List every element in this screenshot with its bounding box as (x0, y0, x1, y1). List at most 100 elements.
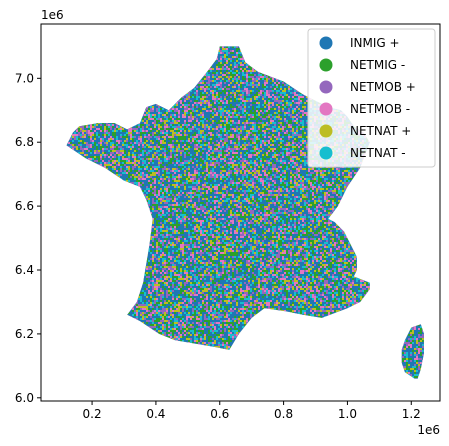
map-region (196, 90, 198, 92)
map-region (234, 72, 236, 74)
map-region (206, 84, 208, 86)
map-region (282, 88, 284, 90)
map-region (224, 78, 226, 80)
map-region (262, 80, 264, 82)
map-region (280, 80, 282, 82)
map-region (228, 90, 230, 92)
map-region (228, 76, 230, 78)
map-region (240, 72, 242, 74)
map-region (250, 86, 252, 88)
map-region (280, 84, 282, 86)
map-region (238, 72, 240, 74)
map-region (302, 96, 304, 98)
map-region (262, 74, 264, 76)
map-region (256, 84, 258, 86)
map-region (232, 90, 234, 92)
map-region (240, 68, 242, 70)
map-region (270, 94, 272, 96)
map-region (248, 72, 250, 74)
map-region (224, 84, 226, 86)
map-region (262, 88, 264, 90)
map-region (260, 96, 262, 98)
map-region (236, 68, 238, 70)
map-region (224, 70, 226, 72)
map-region (202, 98, 204, 100)
map-region (242, 60, 244, 62)
map-region (248, 66, 250, 68)
map-region (260, 92, 262, 94)
map-region (200, 88, 202, 90)
map-region (210, 72, 212, 74)
map-region (242, 92, 244, 94)
map-region (236, 76, 238, 78)
map-region (238, 80, 240, 82)
map-region (236, 62, 238, 64)
map-region (232, 82, 234, 84)
map-region (256, 72, 258, 74)
map-region (226, 88, 228, 90)
map-region (216, 84, 218, 86)
map-region (228, 86, 230, 88)
map-region (216, 64, 218, 66)
map-region (264, 86, 266, 88)
map-region (228, 66, 230, 68)
map-region (244, 76, 246, 78)
map-region (230, 50, 232, 52)
map-region (234, 86, 236, 88)
map-region (256, 78, 258, 80)
map-region (258, 80, 260, 82)
map-region (204, 96, 206, 98)
map-region (232, 50, 234, 52)
map-region (198, 98, 200, 100)
map-region (202, 100, 204, 102)
map-region (230, 60, 232, 62)
map-region (194, 100, 196, 102)
map-region (202, 88, 204, 90)
map-region (194, 90, 196, 92)
map-region (220, 96, 222, 98)
map-region (238, 60, 240, 62)
map-region (244, 88, 246, 90)
map-region (276, 98, 278, 100)
map-region (284, 98, 286, 100)
map-region (282, 98, 284, 100)
map-region (196, 92, 198, 94)
map-region (222, 62, 224, 64)
map-region (278, 88, 280, 90)
map-region (228, 84, 230, 86)
map-region (284, 88, 286, 90)
map-region (274, 82, 276, 84)
map-region (234, 82, 236, 84)
map-region (202, 92, 204, 94)
map-region (286, 84, 288, 86)
map-region (206, 82, 208, 84)
map-region (264, 80, 266, 82)
map-region (228, 48, 230, 50)
map-region (232, 86, 234, 88)
map-region (222, 84, 224, 86)
map-region (288, 96, 290, 98)
map-region (232, 100, 234, 102)
map-region (224, 82, 226, 84)
map-region (264, 82, 266, 84)
map-region (212, 70, 214, 72)
map-region (230, 54, 232, 56)
map-region (230, 94, 232, 96)
map-region (186, 100, 188, 102)
map-region (218, 66, 220, 68)
map-region (226, 86, 228, 88)
map-region (290, 92, 292, 94)
map-region (200, 94, 202, 96)
map-region (218, 78, 220, 80)
map-region (266, 78, 268, 80)
map-region (284, 92, 286, 94)
map-region (294, 90, 296, 92)
map-region (232, 84, 234, 86)
map-region (226, 46, 228, 48)
map-region (180, 100, 182, 102)
map-region (248, 74, 250, 76)
map-region (224, 66, 226, 68)
map-region (234, 98, 236, 100)
map-region (248, 70, 250, 72)
map-region (268, 98, 270, 100)
